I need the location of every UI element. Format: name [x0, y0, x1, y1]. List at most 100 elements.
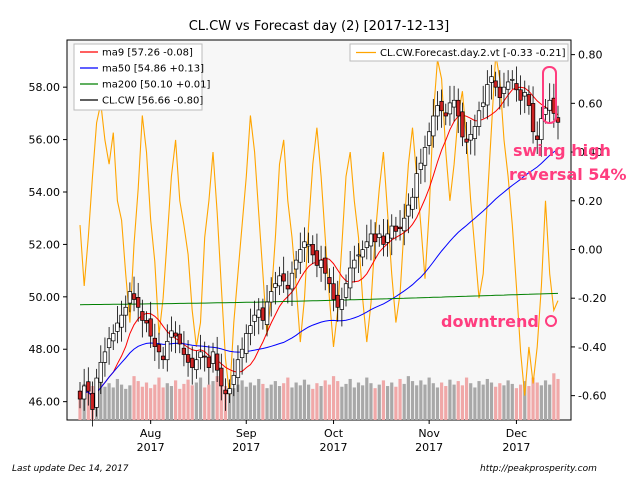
candle-body — [82, 385, 87, 400]
volume-bar — [356, 382, 361, 420]
candle-body — [219, 367, 224, 387]
x-axis-year-label: 2017 — [502, 441, 530, 454]
volume-bar — [361, 385, 365, 420]
volume-bar — [286, 377, 290, 420]
volume-bar — [477, 381, 481, 420]
volume-bar — [257, 378, 261, 420]
volume-bar — [327, 384, 331, 420]
candle-body — [77, 390, 83, 400]
volume-bar — [115, 378, 120, 420]
candle-body — [360, 249, 365, 258]
volume-bar — [182, 383, 186, 420]
volume-bar — [99, 377, 103, 420]
volume-bar — [282, 383, 286, 420]
volume-bar — [298, 385, 302, 420]
x-axis-month-label: Aug — [140, 427, 161, 440]
candle-body — [368, 233, 374, 247]
candle-body — [406, 204, 411, 217]
volume-bar — [464, 377, 469, 420]
x-axis-year-label: 2017 — [232, 441, 260, 454]
candle-body — [239, 348, 245, 358]
volume-bar — [348, 378, 352, 420]
candle-body — [252, 314, 257, 322]
candle-body — [485, 84, 490, 106]
volume-bar — [556, 378, 560, 420]
candle-body — [215, 353, 220, 371]
axes: 46.00 48.00 50.00 52.00 54.00 56.00 58.00 -0.60… — [29, 49, 607, 454]
candle-body — [248, 325, 253, 334]
candle-body — [435, 105, 440, 117]
volume-bar — [539, 385, 543, 420]
volume-bar — [203, 387, 207, 420]
legend-label: ma200 [50.10 +0.01] — [102, 80, 210, 91]
candle-body — [526, 94, 532, 106]
volume-bar — [489, 382, 494, 420]
volume-bar — [165, 383, 169, 420]
candle-body — [293, 259, 299, 270]
candle-body — [156, 344, 162, 353]
volume-bar — [277, 386, 282, 420]
annotation-reversal: reversal 54% — [509, 165, 627, 184]
forecast-series — [79, 54, 559, 396]
volume-bar — [307, 384, 311, 420]
candle-body — [339, 299, 345, 310]
candle-body — [472, 126, 478, 139]
volume-bar — [315, 383, 319, 420]
left-axis-tick-label: 46.00 — [29, 396, 61, 409]
volume-bar — [128, 385, 132, 420]
right-axis-tick-label: 0.00 — [578, 243, 603, 256]
volume-bar — [186, 379, 190, 420]
volume-bar — [502, 385, 506, 420]
candle-body — [426, 131, 432, 146]
forecast-line — [79, 54, 559, 396]
volume-bar — [514, 388, 519, 420]
candle-body — [181, 347, 187, 355]
volume-bar — [344, 383, 348, 420]
volume-bar — [232, 388, 236, 420]
volume-bar — [198, 377, 203, 420]
volume-bar — [394, 386, 398, 420]
volume-bar — [369, 383, 373, 420]
volume-bar — [406, 376, 410, 420]
candle-body — [522, 92, 527, 97]
volume-bar — [548, 384, 552, 420]
left-axis-tick-label: 56.00 — [29, 134, 61, 147]
chart-title: CL.CW vs Forecast day (2) [2017-12-13] — [189, 19, 450, 34]
candlesticks — [77, 64, 561, 427]
candle-body — [543, 107, 548, 115]
candle-body — [456, 99, 461, 117]
volume-bar — [498, 383, 502, 420]
volume-bar — [352, 387, 356, 420]
candle-body — [260, 307, 266, 321]
right-axis-tick-label: -0.60 — [578, 390, 606, 403]
left-axis-tick-label: 58.00 — [29, 81, 61, 94]
annotation-downtrend: downtrend — [441, 312, 539, 331]
candle-body — [244, 333, 249, 354]
ma200-line — [79, 292, 559, 306]
volume-bar — [402, 383, 406, 420]
candle-body — [148, 318, 153, 337]
candle-body — [323, 257, 328, 274]
volume-bar — [149, 388, 153, 420]
volume-bar — [331, 376, 336, 420]
right-axis-tick-label: 0.20 — [578, 195, 603, 208]
candle-body — [397, 226, 403, 230]
candle-body — [348, 267, 353, 289]
candle-body — [476, 110, 482, 127]
candle-body — [273, 283, 278, 288]
volume-bar — [543, 380, 548, 420]
volume-bar — [535, 382, 539, 420]
candle-body — [402, 217, 407, 232]
volume-bar — [531, 377, 535, 420]
volume-bar — [518, 384, 523, 420]
volume-bar — [481, 384, 485, 420]
volume-bar — [294, 382, 298, 420]
candle-body — [123, 306, 128, 316]
volume-bar — [169, 386, 174, 420]
volume-bar — [302, 379, 307, 420]
candle-body — [206, 356, 212, 368]
candle-body — [202, 355, 207, 358]
candle-body — [235, 359, 241, 378]
candle-body — [306, 244, 311, 247]
